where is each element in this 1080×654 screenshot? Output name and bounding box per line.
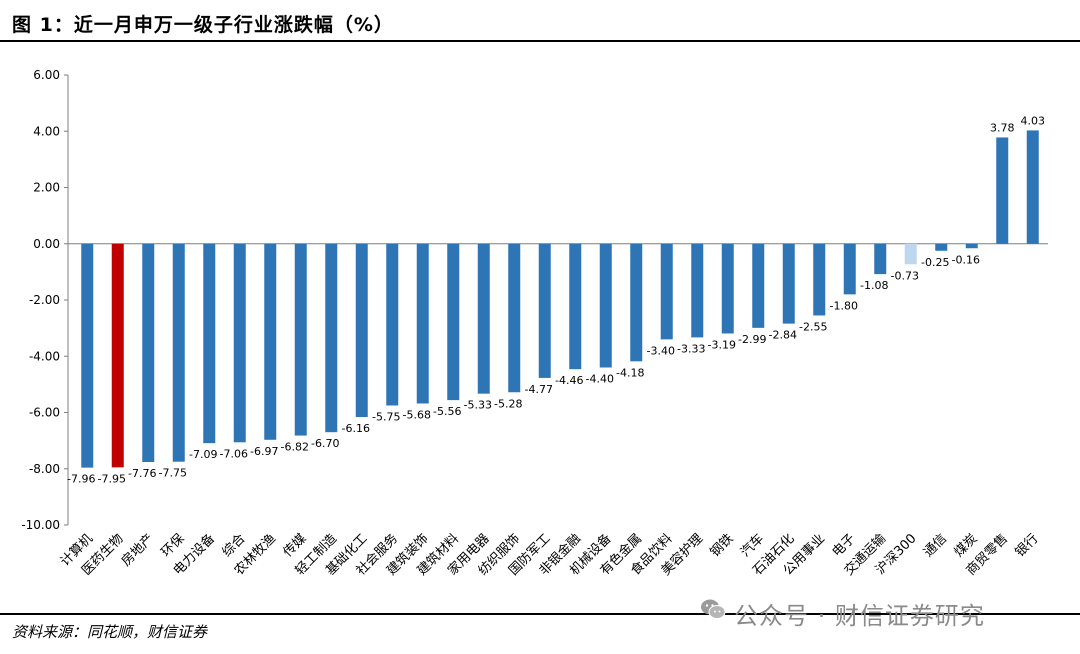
bar [813,243,826,316]
data-label: -7.06 [220,447,248,460]
bar [904,243,917,265]
bar [996,137,1009,244]
category-label: 通信 [921,531,950,560]
data-label: -3.40 [647,344,675,357]
bar [965,243,978,249]
bar [569,243,582,370]
data-label: -1.80 [830,299,858,312]
bar [416,243,429,404]
bar [721,243,734,334]
bar [538,243,551,378]
category-label: 银行 [1013,531,1042,560]
bar [111,243,124,468]
bar [172,243,185,462]
bar [599,243,612,368]
data-label: -7.76 [128,467,156,480]
y-tick-label: -8.00 [29,462,60,476]
wechat-icon [701,599,726,619]
data-label: -4.40 [586,373,614,386]
y-tick-label: 2.00 [33,181,60,195]
watermark-text: 公众号 · 财信证券研究 [734,602,985,630]
bar [447,243,460,401]
data-label: -6.70 [311,437,339,450]
data-label: -6.97 [250,445,278,458]
data-label: -5.56 [433,405,461,418]
bar [233,243,246,443]
data-label: -6.16 [342,422,370,435]
data-label: -2.55 [799,320,827,333]
bar [752,243,765,328]
bar [691,243,704,338]
data-label: -4.18 [616,366,644,379]
data-label: -7.09 [189,448,217,461]
bar [1026,130,1039,244]
data-label: -5.75 [372,410,400,423]
figure-title: 图 1：近一月申万一级子行业涨跌幅（%） [12,14,394,36]
source-note: 资料来源：同花顺，财信证券 [12,623,208,641]
y-tick-label: 0.00 [33,237,60,251]
bar [386,243,399,406]
data-label: -5.68 [403,409,431,422]
bar [142,243,155,462]
bar [477,243,490,394]
bar [843,243,856,295]
data-label: -1.08 [860,279,888,292]
bar [874,243,887,275]
data-label: -2.99 [738,333,766,346]
data-label: -7.96 [67,473,95,486]
y-tick-label: -4.00 [29,349,60,363]
bar [508,243,521,393]
data-label: -5.33 [464,399,492,412]
bar [782,243,795,324]
y-tick-label: 4.00 [33,124,60,138]
footer-rule [0,613,1080,615]
bar [294,243,307,436]
data-label: -2.84 [769,329,797,342]
data-label: -5.28 [494,397,522,410]
data-label: -7.95 [98,472,126,485]
data-label: -3.33 [677,342,705,355]
data-label: -7.75 [159,467,187,480]
bar [325,243,338,433]
bar-chart: 6.00 4.00 2.00 0.00 -2.00 -4.00 -6.00 -8.00 -10.… [21,68,1048,579]
data-label: -4.46 [555,374,583,387]
y-tick-label: 6.00 [33,68,60,82]
y-tick-label: -6.00 [29,406,60,420]
bar [355,243,368,417]
y-tick-label: -10.00 [21,518,60,532]
bar [935,243,948,251]
data-label: -4.77 [525,383,553,396]
bar [203,243,216,444]
bar [264,243,277,440]
data-label: -3.19 [708,338,736,351]
bar [81,243,94,468]
category-label: 钢铁 [708,531,737,560]
bar [660,243,673,340]
category-label: 房地产 [118,531,157,570]
data-label: -0.16 [952,253,980,266]
title-rule [0,40,1080,42]
bar [630,243,643,362]
data-label: -0.73 [891,269,919,282]
y-tick-label: -2.00 [29,293,60,307]
data-label: -0.25 [921,256,949,269]
data-label: -6.82 [281,441,309,454]
data-label: 4.03 [1021,114,1046,127]
data-label: 3.78 [990,121,1015,134]
